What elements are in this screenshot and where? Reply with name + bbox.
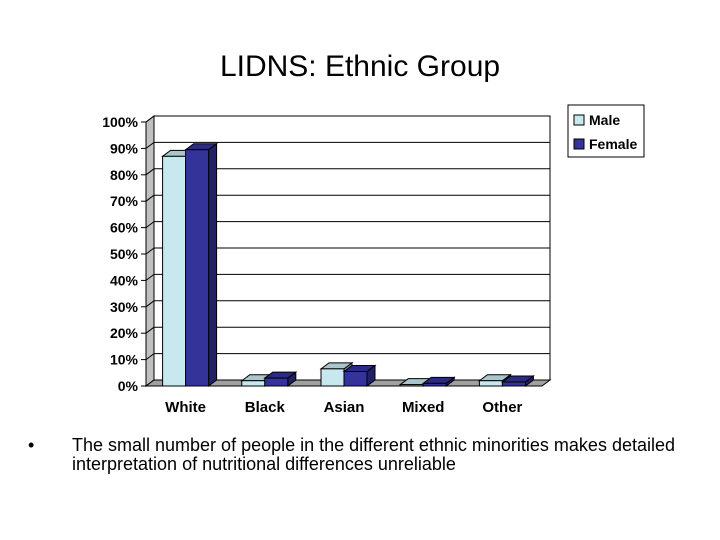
- legend-label: Male: [589, 112, 620, 128]
- gridline-depth: [145, 115, 155, 123]
- bullet-text: The small number of people in the differ…: [72, 435, 675, 474]
- gridline-depth: [145, 273, 155, 281]
- bar-female-mixed: [422, 382, 447, 387]
- legend-swatch: [573, 114, 585, 126]
- y-tick-label: 30%: [110, 299, 139, 315]
- bar-male-white: [162, 155, 187, 387]
- x-category-label: Asian: [324, 399, 365, 416]
- ethnic-group-chart: 0% 10% 20% 30% 40% 50% 60% 70% 80% 90% 100% White Bl…: [102, 104, 645, 416]
- legend-swatch: [573, 138, 585, 150]
- gridline-depth: [145, 247, 155, 255]
- y-tick-label: 20%: [110, 325, 139, 341]
- bar-male-black: [241, 380, 266, 387]
- y-tick-label: 80%: [110, 167, 139, 183]
- bar-side: [208, 142, 218, 387]
- bar-male-mixed: [399, 384, 424, 387]
- bar-female-other: [501, 381, 526, 387]
- slide-title: LIDNS: Ethnic Group: [219, 50, 501, 83]
- x-category-label: Other: [482, 399, 522, 416]
- y-tick-label: 10%: [110, 352, 139, 368]
- bar-female-black: [264, 377, 289, 387]
- x-category-label: Black: [245, 399, 286, 416]
- y-tick-label: 90%: [110, 140, 139, 156]
- bar-male-other: [478, 380, 503, 387]
- bullet-marker: •: [28, 435, 35, 455]
- y-tick-label: 0%: [118, 378, 139, 394]
- bar-male-asian: [320, 368, 345, 387]
- bar-female-white: [185, 149, 210, 387]
- y-tick-label: 50%: [110, 246, 139, 262]
- gridline-depth: [145, 194, 155, 202]
- gridline-depth: [145, 221, 155, 229]
- y-tick-label: 40%: [110, 272, 139, 288]
- gridline-depth: [145, 353, 155, 361]
- gridline-depth: [145, 168, 155, 176]
- gridline-depth: [145, 141, 155, 149]
- y-tick-label: 100%: [102, 114, 138, 130]
- legend-label: Female: [589, 136, 637, 152]
- bar-female-asian: [343, 370, 368, 387]
- y-tick-label: 70%: [110, 193, 139, 209]
- x-category-label: White: [165, 399, 206, 416]
- gridline-depth: [145, 326, 155, 334]
- x-category-label: Mixed: [402, 399, 445, 416]
- y-tick-label: 60%: [110, 220, 139, 236]
- gridline-depth: [145, 300, 155, 308]
